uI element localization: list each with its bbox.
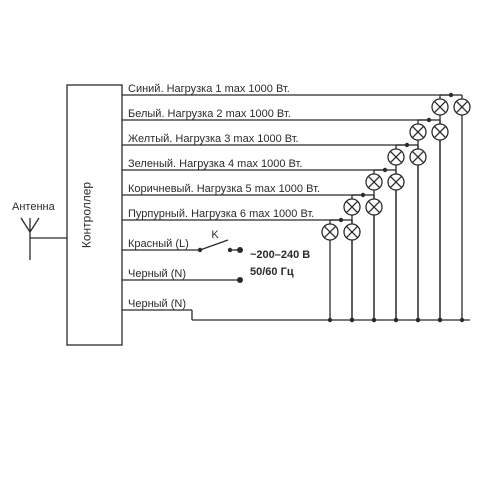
controller-label: Контроллер [80, 182, 94, 249]
wire-label-yellow: Желтый. Нагрузка 3 max 1000 Вт. [128, 133, 299, 145]
antenna-label: Антенна [12, 201, 56, 213]
voltage-line2: 50/60 Гц [250, 266, 294, 278]
wire-label-white: Белый. Нагрузка 2 max 1000 Вт. [128, 108, 291, 120]
controller-box [67, 85, 122, 345]
wire-label-blue: Синий. Нагрузка 1 max 1000 Вт. [128, 83, 290, 95]
wire-label-purple: Пурпурный. Нагрузка 6 max 1000 Вт. [128, 208, 314, 220]
wire-label-red: Красный (L) [128, 238, 189, 250]
switch-label: K [211, 229, 219, 241]
wiring-diagram: Контроллер Антенна Синий. Нагрузка 1 max 1… [0, 0, 500, 500]
wire-label-black-n2: Черный (N) [128, 298, 186, 310]
voltage-line1: ~200–240 В [250, 249, 310, 261]
wire-label-black-n1: Черный (N) [128, 268, 186, 280]
wire-label-green: Зеленый. Нагрузка 4 max 1000 Вт. [128, 158, 302, 170]
wire-label-brown: Коричневый. Нагрузка 5 max 1000 Вт. [128, 183, 320, 195]
